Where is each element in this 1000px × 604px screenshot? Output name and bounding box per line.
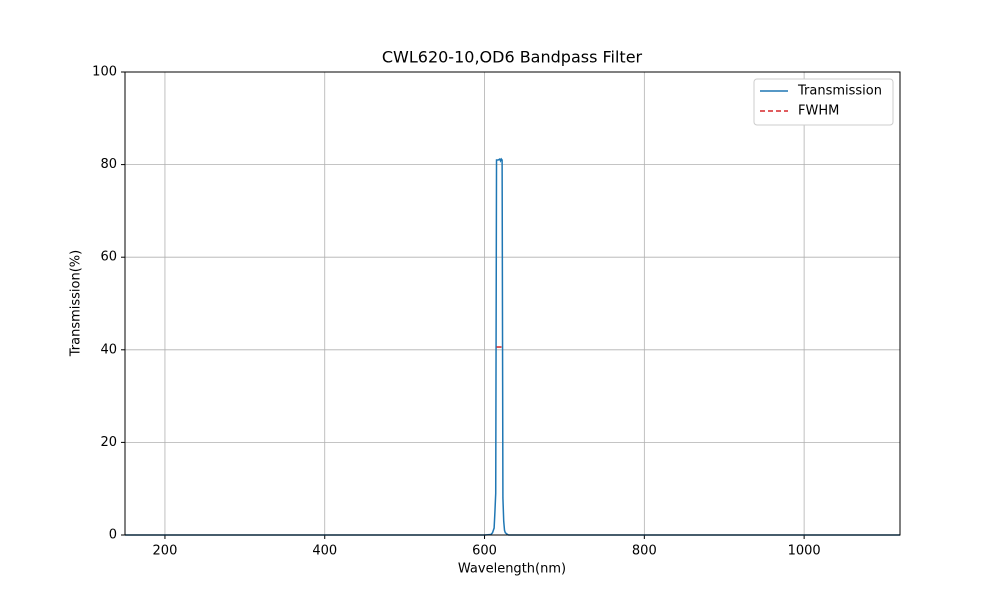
chart-title: CWL620-10,OD6 Bandpass Filter <box>382 48 643 67</box>
plot-frame <box>124 71 901 536</box>
data-line <box>125 157 900 536</box>
legend-label: FWHM <box>798 104 839 119</box>
y-tick-label: 80 <box>100 157 117 172</box>
y-axis-label: Transmission(%) <box>69 250 84 357</box>
y-tick-label: 100 <box>92 65 117 80</box>
x-tick-label: 600 <box>472 544 497 559</box>
y-tick-label: 40 <box>100 342 117 357</box>
y-tick-label: 60 <box>100 250 117 265</box>
x-axis-label: Wavelength(nm) <box>458 562 566 577</box>
legend-box <box>753 78 894 126</box>
y-tick-label: 0 <box>109 528 117 543</box>
x-tick-label: 800 <box>632 544 657 559</box>
x-tick-label: 400 <box>312 544 337 559</box>
y-tick-label: 20 <box>100 435 117 450</box>
x-tick-label: 200 <box>153 544 178 559</box>
x-tick-label: 1000 <box>788 544 821 559</box>
legend-label: Transmission <box>797 84 882 99</box>
